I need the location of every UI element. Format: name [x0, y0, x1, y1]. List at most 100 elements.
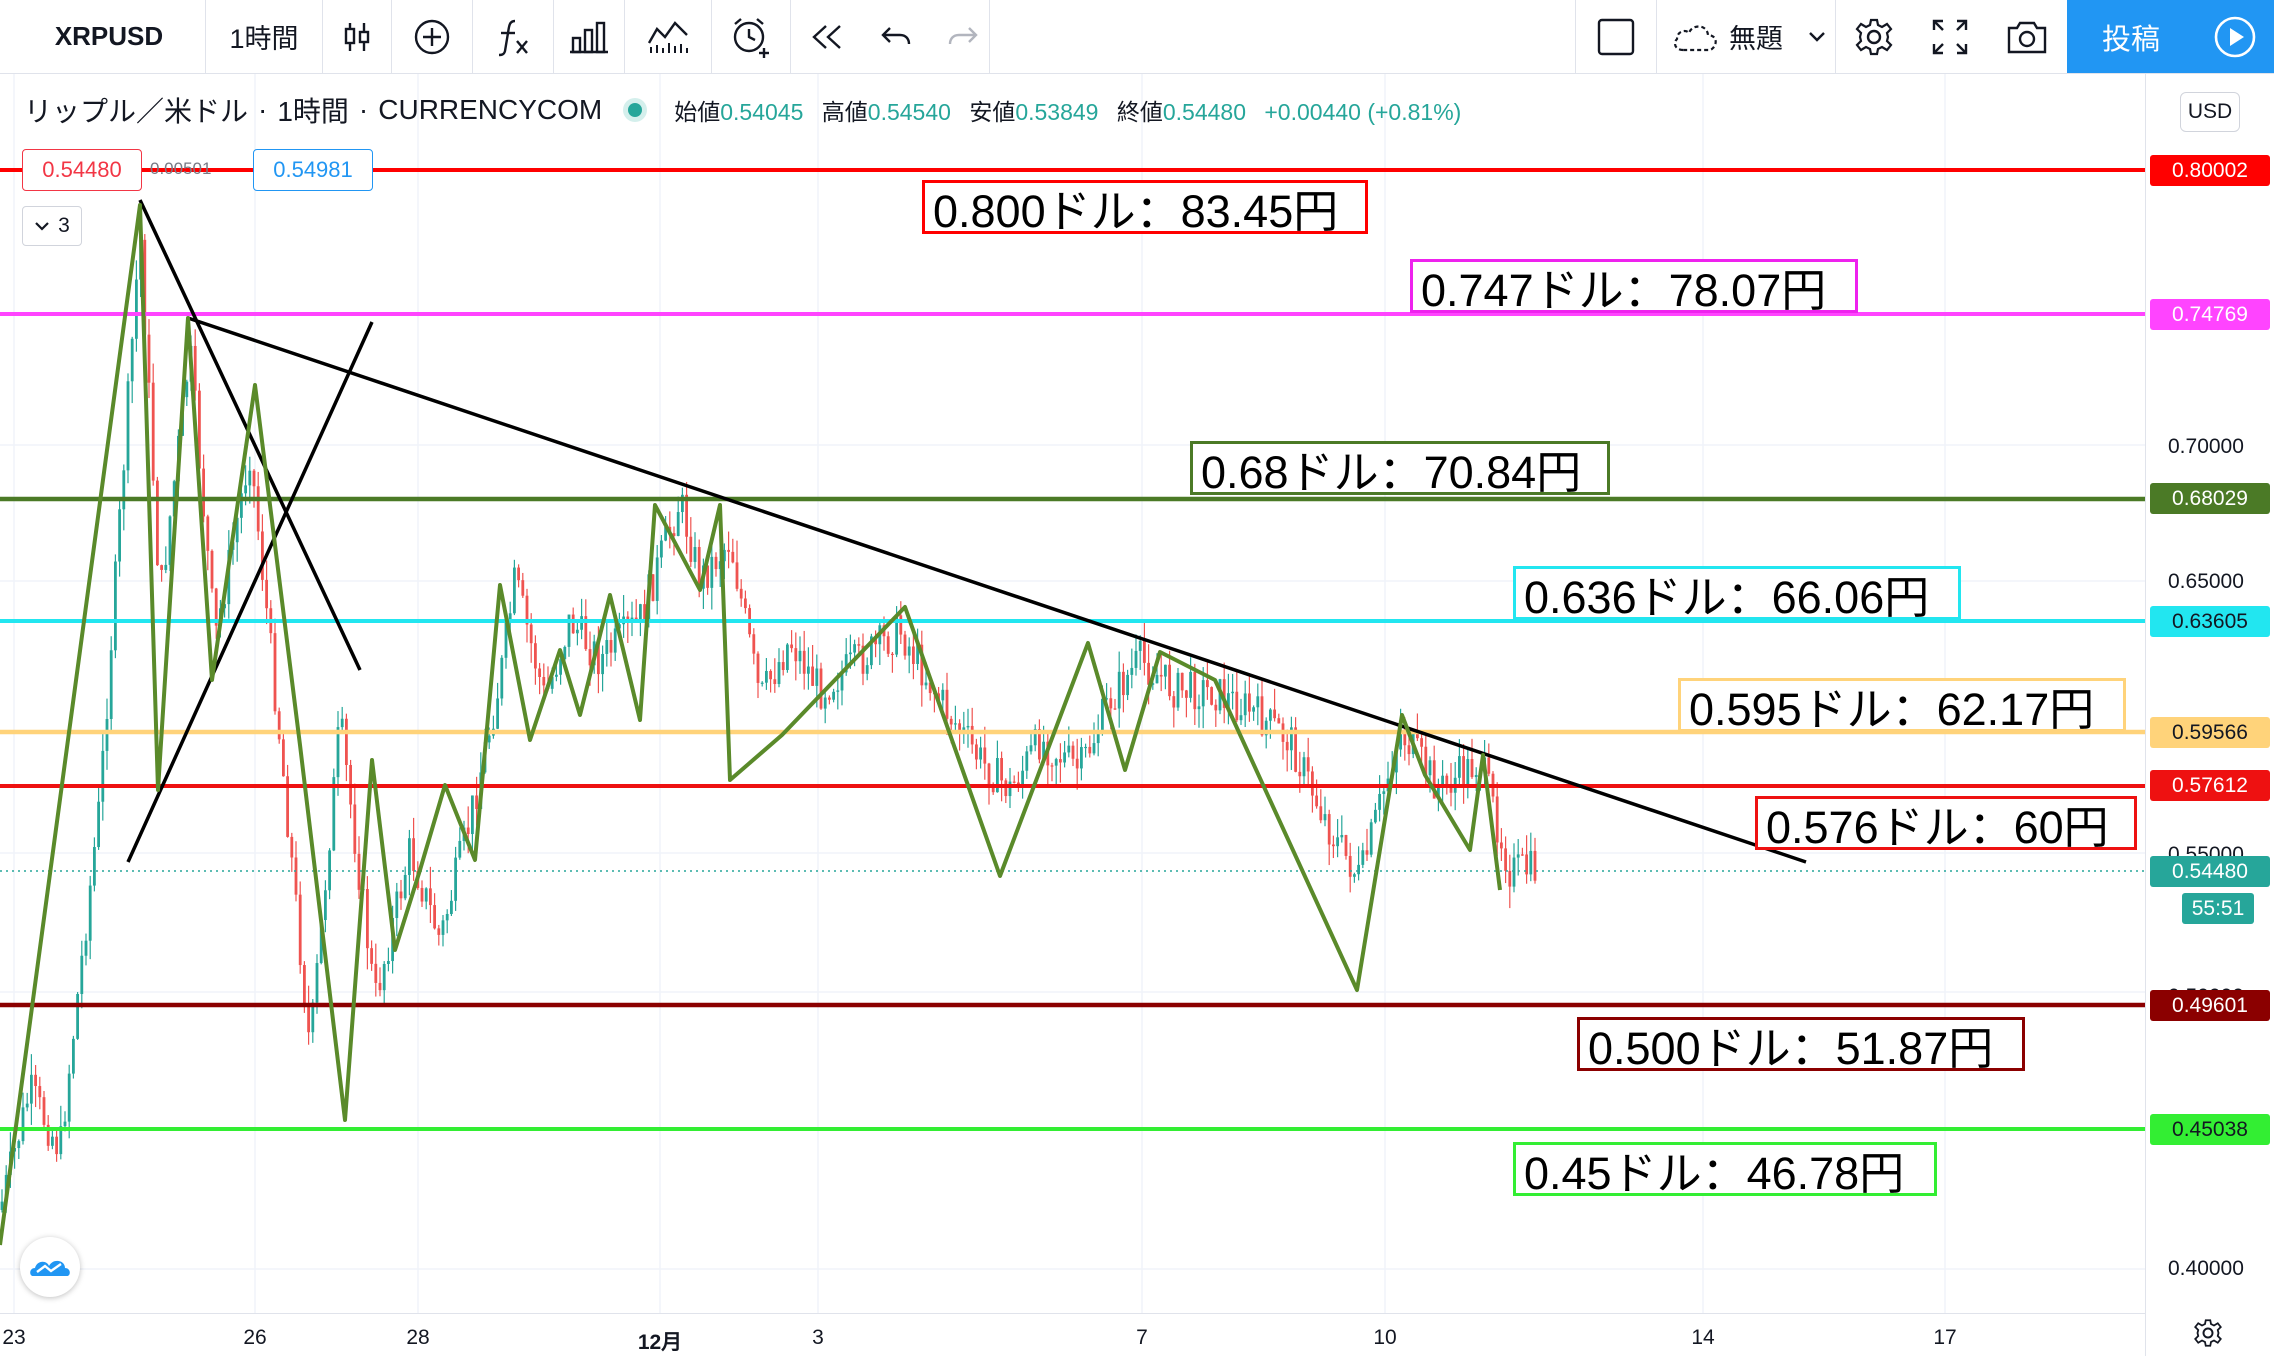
annotation-0595[interactable]: 0.595ドル：62.17円 [1678, 678, 2126, 735]
chart-type-button[interactable] [323, 0, 391, 73]
play-button[interactable] [2195, 0, 2274, 73]
compare-button[interactable] [392, 0, 472, 73]
candle-body [433, 905, 436, 929]
candle-body [357, 853, 361, 890]
candle-body [857, 644, 861, 646]
layout-menu-button[interactable]: 無題 [1657, 0, 1835, 73]
candle-body [861, 645, 865, 674]
indicators-toggle-button[interactable]: 3 [22, 206, 82, 246]
annotation-0680[interactable]: 0.68ドル：70.84円 [1190, 441, 1610, 498]
candle-body [1151, 683, 1155, 685]
interval-button[interactable]: 1時間 [206, 0, 322, 73]
undo-button[interactable] [862, 0, 930, 73]
candle-body [571, 614, 575, 634]
candle-body [59, 1126, 63, 1155]
time-tick: 3 [812, 1326, 824, 1349]
buy-price-button[interactable]: 0.54981 [253, 149, 373, 191]
symbol-search-button[interactable]: XRPUSD [14, 0, 204, 73]
replay-button[interactable] [791, 0, 861, 73]
snapshot-button[interactable] [1988, 0, 2066, 73]
indicators-button[interactable] [473, 0, 553, 73]
candle-body [500, 657, 504, 699]
candle-body [672, 533, 676, 536]
candle-body [1210, 687, 1213, 705]
candle-body [265, 579, 268, 609]
annotation-0576[interactable]: 0.576ドル：60円 [1755, 796, 2137, 853]
candle-body [345, 718, 348, 766]
tradingview-logo[interactable] [20, 1237, 80, 1297]
currency-button[interactable]: USD [2180, 92, 2240, 132]
candle-body [786, 644, 789, 670]
candle-body [80, 955, 84, 995]
candle-body [1332, 844, 1335, 847]
candle-body [147, 334, 151, 383]
candle-body [1466, 759, 1470, 785]
candle-body [1529, 850, 1533, 875]
candle-body [135, 279, 138, 339]
candles-icon [344, 22, 370, 51]
fullscreen-layout-button[interactable] [1576, 0, 1656, 73]
alert-button[interactable] [712, 0, 790, 73]
settings-button[interactable] [1836, 0, 1912, 73]
candle-body [920, 644, 924, 686]
candle-body [30, 1074, 33, 1104]
candle-body [777, 662, 781, 685]
candle-body [521, 580, 525, 596]
trend-lines [126, 199, 1807, 864]
candle-body [1525, 854, 1528, 875]
fullscreen-button[interactable] [1912, 0, 1988, 73]
candle-body [744, 598, 747, 609]
candle-body [1260, 696, 1264, 736]
candle-body [643, 604, 646, 621]
candle-body [828, 697, 831, 700]
annotation-0450[interactable]: 0.45ドル：46.78円 [1513, 1142, 1937, 1199]
level-label-0636: 0.63605 [2150, 606, 2270, 637]
candle-body [1159, 674, 1163, 677]
candle-body [114, 561, 117, 651]
level-label-0680: 0.68029 [2150, 483, 2270, 514]
candle-body [567, 614, 571, 647]
annotation-0636[interactable]: 0.636ドル：66.06円 [1513, 566, 1961, 623]
axis-settings-gear-icon[interactable] [2193, 1318, 2223, 1348]
candle-body [1243, 693, 1247, 716]
annotation-0747[interactable]: 0.747ドル：78.07円 [1410, 259, 1858, 316]
candle-body [210, 550, 214, 589]
candle-body [143, 239, 147, 335]
financials-button[interactable] [554, 0, 624, 73]
candle-body [25, 1103, 29, 1108]
candle-body [1374, 809, 1377, 823]
candle-body [454, 857, 457, 901]
post-button[interactable]: 投稿 [2067, 0, 2195, 73]
sell-price-button[interactable]: 0.54480 [22, 149, 142, 191]
candle-body [370, 948, 373, 964]
candle-body [378, 982, 382, 991]
candle-body [76, 994, 79, 1039]
candle-body [366, 889, 369, 949]
candle-body [689, 536, 693, 562]
candle-body [38, 1086, 42, 1098]
top-toolbar: XRPUSD 1時間 無題 [0, 0, 2274, 74]
candle-body [1138, 640, 1142, 651]
annotation-0800[interactable]: 0.800ドル：83.45円 [922, 180, 1368, 237]
buy-price: 0.54981 [273, 157, 353, 182]
candle-body [315, 963, 319, 1003]
candle-body [93, 847, 96, 886]
candle-body [1441, 775, 1444, 787]
candle-body [130, 338, 134, 382]
templates-button[interactable] [625, 0, 711, 73]
candle-body [903, 634, 907, 656]
candle-body [1445, 775, 1449, 785]
candle-body [1176, 672, 1180, 708]
candle-body [1378, 793, 1381, 810]
candle-body [962, 727, 966, 733]
redo-button[interactable] [930, 0, 996, 73]
candle-body [466, 827, 470, 835]
candle-body [244, 485, 247, 494]
candle-body [1193, 671, 1197, 710]
candle-body [399, 891, 403, 899]
price-tick: 0.65000 [2168, 570, 2244, 593]
candle-body [340, 718, 344, 728]
candle-body [954, 723, 957, 725]
annotation-0500[interactable]: 0.500ドル：51.87円 [1577, 1017, 2025, 1074]
candle-body [126, 381, 130, 471]
